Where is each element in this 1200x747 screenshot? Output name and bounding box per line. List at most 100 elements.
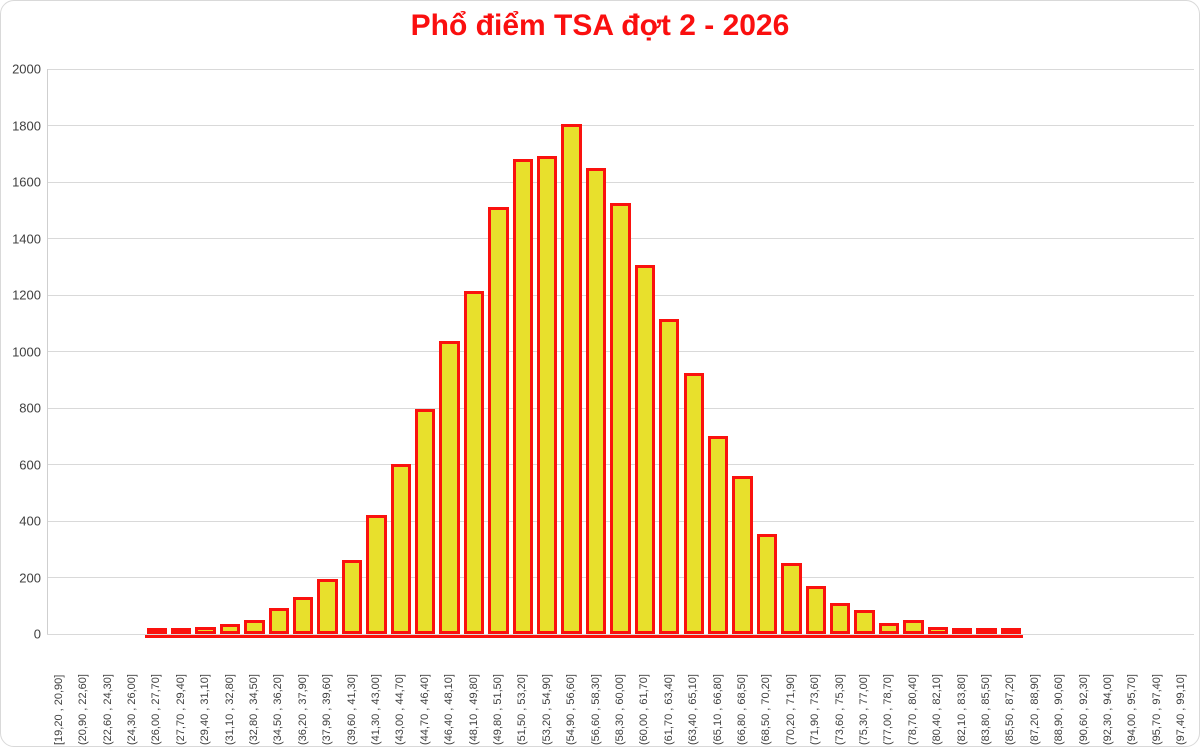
x-axis-label: (46,40 , 48,10] — [443, 674, 456, 745]
y-axis-label: 0 — [33, 626, 41, 642]
y-axis-label: 1800 — [12, 118, 41, 133]
histogram-bar — [1000, 628, 1022, 634]
histogram-bar — [561, 123, 582, 634]
x-axis-label: (87,20 , 88,90] — [1028, 674, 1041, 745]
histogram-bar — [195, 626, 216, 634]
x-axis-label: (54,90 , 56,60] — [565, 674, 578, 745]
x-axis-label: (44,70 , 46,40] — [418, 674, 431, 745]
y-axis-label: 200 — [19, 570, 41, 585]
histogram-bar — [659, 318, 680, 634]
histogram-bar — [634, 265, 656, 634]
x-axis-label: (61,70 , 63,40] — [662, 674, 675, 745]
x-axis-label: [19,20 , 20,90] — [52, 674, 65, 745]
x-axis-label: (82,10 , 83,80] — [955, 674, 968, 745]
histogram-bar — [585, 167, 607, 634]
x-axis-label: (68,50 , 70,20] — [760, 674, 773, 745]
x-axis-label: (90,60 , 92,30] — [1077, 674, 1090, 745]
histogram-bar — [146, 628, 167, 634]
x-axis-label: (51,50 , 53,20] — [516, 674, 529, 745]
x-axis-label: (27,70 , 29,40] — [174, 674, 187, 745]
x-axis-label: (88,90 , 90,60] — [1053, 674, 1066, 745]
x-axis-label: (73,60 , 75,30] — [833, 674, 846, 745]
x-axis-label: (20,90 , 22,60] — [77, 674, 90, 745]
y-axis-label: 2000 — [12, 61, 41, 77]
histogram-bar — [829, 602, 851, 634]
x-axis-label: (97,40 , 99,10] — [1175, 674, 1188, 745]
histogram-bar — [244, 619, 265, 634]
x-axis-label: (48,10 , 49,80] — [467, 674, 480, 745]
x-axis-label: (85,50 , 87,20] — [1004, 674, 1017, 745]
x-axis-label: (71,90 , 73,60] — [809, 674, 822, 745]
x-axis-label: (66,80 , 68,50] — [736, 674, 749, 745]
gridline — [47, 633, 1194, 635]
histogram-bar — [488, 207, 509, 634]
histogram-bar — [927, 626, 948, 634]
x-axis-label: (36,20 , 37,90] — [296, 674, 309, 745]
histogram-bar — [366, 515, 387, 634]
x-axis-label: (31,10 , 32,80] — [223, 674, 236, 745]
y-axis-label: 800 — [19, 400, 41, 416]
histogram-bar — [683, 372, 704, 634]
histogram-bar — [805, 585, 826, 634]
x-axis-label: (26,00 , 27,70] — [150, 674, 163, 745]
histogram-bar — [341, 560, 363, 634]
x-axis-label: (24,30 , 26,00] — [125, 674, 138, 745]
x-axis-label: (56,60 , 58,30] — [589, 674, 602, 745]
x-axis-label: (29,40 , 31,10] — [199, 674, 212, 745]
x-axis-label: (32,80 , 34,50] — [247, 674, 260, 745]
x-axis-label: (41,30 , 43,00] — [369, 674, 382, 745]
histogram-bar — [415, 409, 436, 634]
y-axis-label: 1000 — [12, 344, 41, 359]
x-axis-label: (49,80 , 51,50] — [491, 674, 504, 745]
baseline-strip — [144, 635, 1024, 638]
x-axis-label: (92,30 , 94,00] — [1102, 674, 1115, 745]
histogram-bar — [512, 159, 534, 634]
x-axis-label: (65,10 , 66,80] — [711, 674, 724, 745]
histogram-bar — [219, 623, 241, 634]
histogram-bar — [268, 608, 290, 634]
x-axis-label: (43,00 , 44,70] — [394, 674, 407, 745]
histogram-bar — [293, 597, 314, 634]
x-axis-label: (80,40 , 82,10] — [931, 674, 944, 745]
x-axis-label: (60,00 , 61,70] — [638, 674, 651, 745]
x-axis-label: (95,70 , 97,40] — [1150, 674, 1163, 745]
x-axis-label: (83,80 , 85,50] — [980, 674, 993, 745]
x-axis-label: (22,60 , 24,30] — [101, 674, 114, 745]
histogram-bar — [903, 619, 924, 634]
chart-title: Phổ điểm TSA đợt 2 - 2026 — [410, 9, 790, 42]
gridline — [47, 181, 1194, 183]
histogram-bar — [537, 156, 558, 634]
histogram-bar — [854, 609, 875, 634]
x-axis-label: (94,00 , 95,70] — [1126, 674, 1139, 745]
y-axis-label: 1400 — [12, 231, 41, 246]
x-axis-label: (34,50 , 36,20] — [272, 674, 285, 745]
plot-area — [47, 68, 1194, 638]
histogram-bar — [463, 290, 485, 634]
histogram-bar — [610, 203, 631, 634]
histogram-bar — [756, 533, 778, 634]
y-axis-label: 600 — [19, 457, 41, 472]
x-axis-label: (70,20 , 71,90] — [784, 674, 797, 745]
histogram-bar — [171, 628, 192, 634]
x-axis-label: (77,00 , 78,70] — [882, 674, 895, 745]
histogram-bar — [439, 341, 460, 634]
x-axis-label: (53,20 , 54,90] — [540, 674, 553, 745]
histogram-bar — [976, 628, 997, 634]
x-axis-label: (75,30 , 77,00] — [858, 674, 871, 745]
histogram-bar — [781, 563, 802, 634]
y-axis-line — [47, 69, 48, 634]
x-axis-label: (58,30 , 60,00] — [614, 674, 626, 745]
histogram-bar — [707, 436, 729, 634]
histogram-bar — [732, 475, 753, 634]
x-axis-label: (78,70 , 80,40] — [906, 674, 919, 745]
y-axis-label: 400 — [19, 513, 41, 529]
x-axis-label: (63,40 , 65,10] — [687, 674, 700, 745]
histogram-bar — [390, 464, 412, 634]
y-axis-label: 1600 — [12, 174, 41, 190]
histogram-bar — [951, 627, 973, 634]
x-axis-label: (39,60 , 41,30] — [345, 674, 358, 745]
y-axis-label: 1200 — [12, 287, 41, 303]
gridline — [47, 68, 1194, 70]
